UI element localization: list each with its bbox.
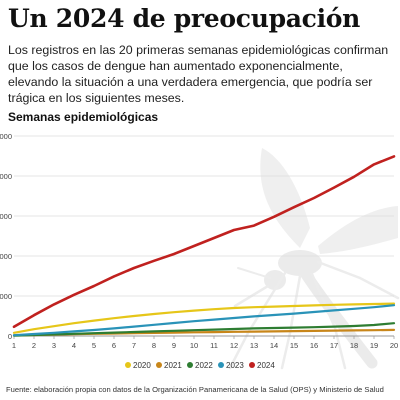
series-line-2023 bbox=[12, 304, 396, 337]
x-tick-label: 10 bbox=[190, 341, 198, 350]
x-tick-label: 16 bbox=[310, 341, 318, 350]
series-line-2022 bbox=[12, 322, 396, 337]
x-tick-label: 18 bbox=[350, 341, 358, 350]
mosquito-watermark-icon bbox=[228, 148, 400, 370]
x-tick-label: 8 bbox=[152, 341, 156, 350]
legend-label-2020: 2020 bbox=[133, 361, 151, 370]
chart-series bbox=[12, 155, 396, 337]
legend-marker-2021 bbox=[156, 362, 162, 368]
y-tick-label: 000 bbox=[0, 292, 12, 301]
x-tick-label: 6 bbox=[112, 341, 116, 350]
x-tick-label: 13 bbox=[250, 341, 258, 350]
x-tick-label: 14 bbox=[270, 341, 278, 350]
page-subtitle: Los registros en las 20 primeras semanas… bbox=[8, 43, 389, 105]
chart-grid bbox=[14, 135, 394, 337]
y-tick-label: 000 bbox=[0, 212, 12, 221]
legend-label-2023: 2023 bbox=[226, 361, 244, 370]
x-tick-label: 7 bbox=[132, 341, 136, 350]
chart-legend: 2020 2021 2022 2023 2024 bbox=[125, 361, 275, 370]
y-tick-label: 000 bbox=[0, 132, 12, 141]
x-tick-label: 12 bbox=[230, 341, 238, 350]
chart-title: Semanas epidemiológicas bbox=[8, 110, 159, 124]
page-title: Un 2024 de preocupación bbox=[8, 4, 361, 33]
x-tick-label: 1 bbox=[12, 341, 16, 350]
legend-label-2021: 2021 bbox=[164, 361, 182, 370]
x-tick-label: 9 bbox=[172, 341, 176, 350]
x-tick-label: 4 bbox=[72, 341, 76, 350]
legend-marker-2020 bbox=[125, 362, 131, 368]
x-tick-label: 20 bbox=[390, 341, 398, 350]
x-tick-label: 11 bbox=[210, 341, 218, 350]
legend-marker-2022 bbox=[187, 362, 193, 368]
legend-label-2022: 2022 bbox=[195, 361, 213, 370]
legend-marker-2023 bbox=[218, 362, 224, 368]
source-note: Fuente: elaboración propia con datos de … bbox=[6, 385, 384, 394]
x-tick-label: 17 bbox=[330, 341, 338, 350]
x-tick-label: 2 bbox=[32, 341, 36, 350]
y-tick-label: 000 bbox=[0, 172, 12, 181]
x-tick-label: 3 bbox=[52, 341, 56, 350]
series-line-2020 bbox=[12, 302, 396, 334]
series-line-2024 bbox=[12, 155, 396, 329]
y-tick-label: 000 bbox=[0, 252, 12, 261]
x-tick-label: 5 bbox=[92, 341, 96, 350]
y-tick-label: 0 bbox=[8, 332, 12, 341]
legend-marker-2024 bbox=[249, 362, 255, 368]
x-tick-label: 19 bbox=[370, 341, 378, 350]
x-tick-label: 15 bbox=[290, 341, 298, 350]
legend-label-2024: 2024 bbox=[257, 361, 275, 370]
